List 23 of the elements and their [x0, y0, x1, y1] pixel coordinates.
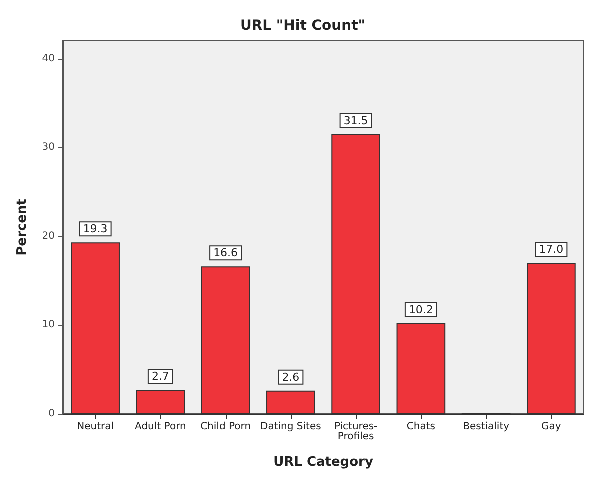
data-label: 10.2	[408, 303, 434, 316]
y-tick-label: 30	[42, 142, 55, 154]
data-label: 19.3	[83, 222, 108, 236]
y-tick-label: 0	[48, 408, 55, 420]
x-tick-label: Neutral	[77, 422, 114, 432]
x-tick-label: Dating Sites	[260, 422, 322, 432]
chart-title: URL "Hit Count"	[240, 18, 366, 34]
data-label: 2.6	[282, 370, 300, 384]
y-axis-title: Percent	[15, 199, 30, 256]
x-tick-label: Gay	[542, 422, 562, 432]
x-tick-label: Chats	[406, 422, 436, 432]
y-tick-label: 20	[42, 230, 55, 242]
data-label: 17.0	[539, 243, 564, 256]
x-tick-label: Pictures-Profiles	[334, 422, 378, 442]
x-tick-label: Child Porn	[200, 422, 252, 432]
x-tick-label: Bestiality	[463, 422, 510, 432]
data-label: 31.5	[344, 114, 368, 128]
y-tick-label: 10	[42, 320, 55, 331]
x-tick-label: Adult Porn	[135, 422, 186, 432]
x-axis-title: URL Category	[274, 455, 374, 470]
data-label: 2.7	[152, 370, 170, 384]
y-tick-label: 40	[42, 53, 55, 64]
data-label: 16.6	[214, 246, 238, 260]
